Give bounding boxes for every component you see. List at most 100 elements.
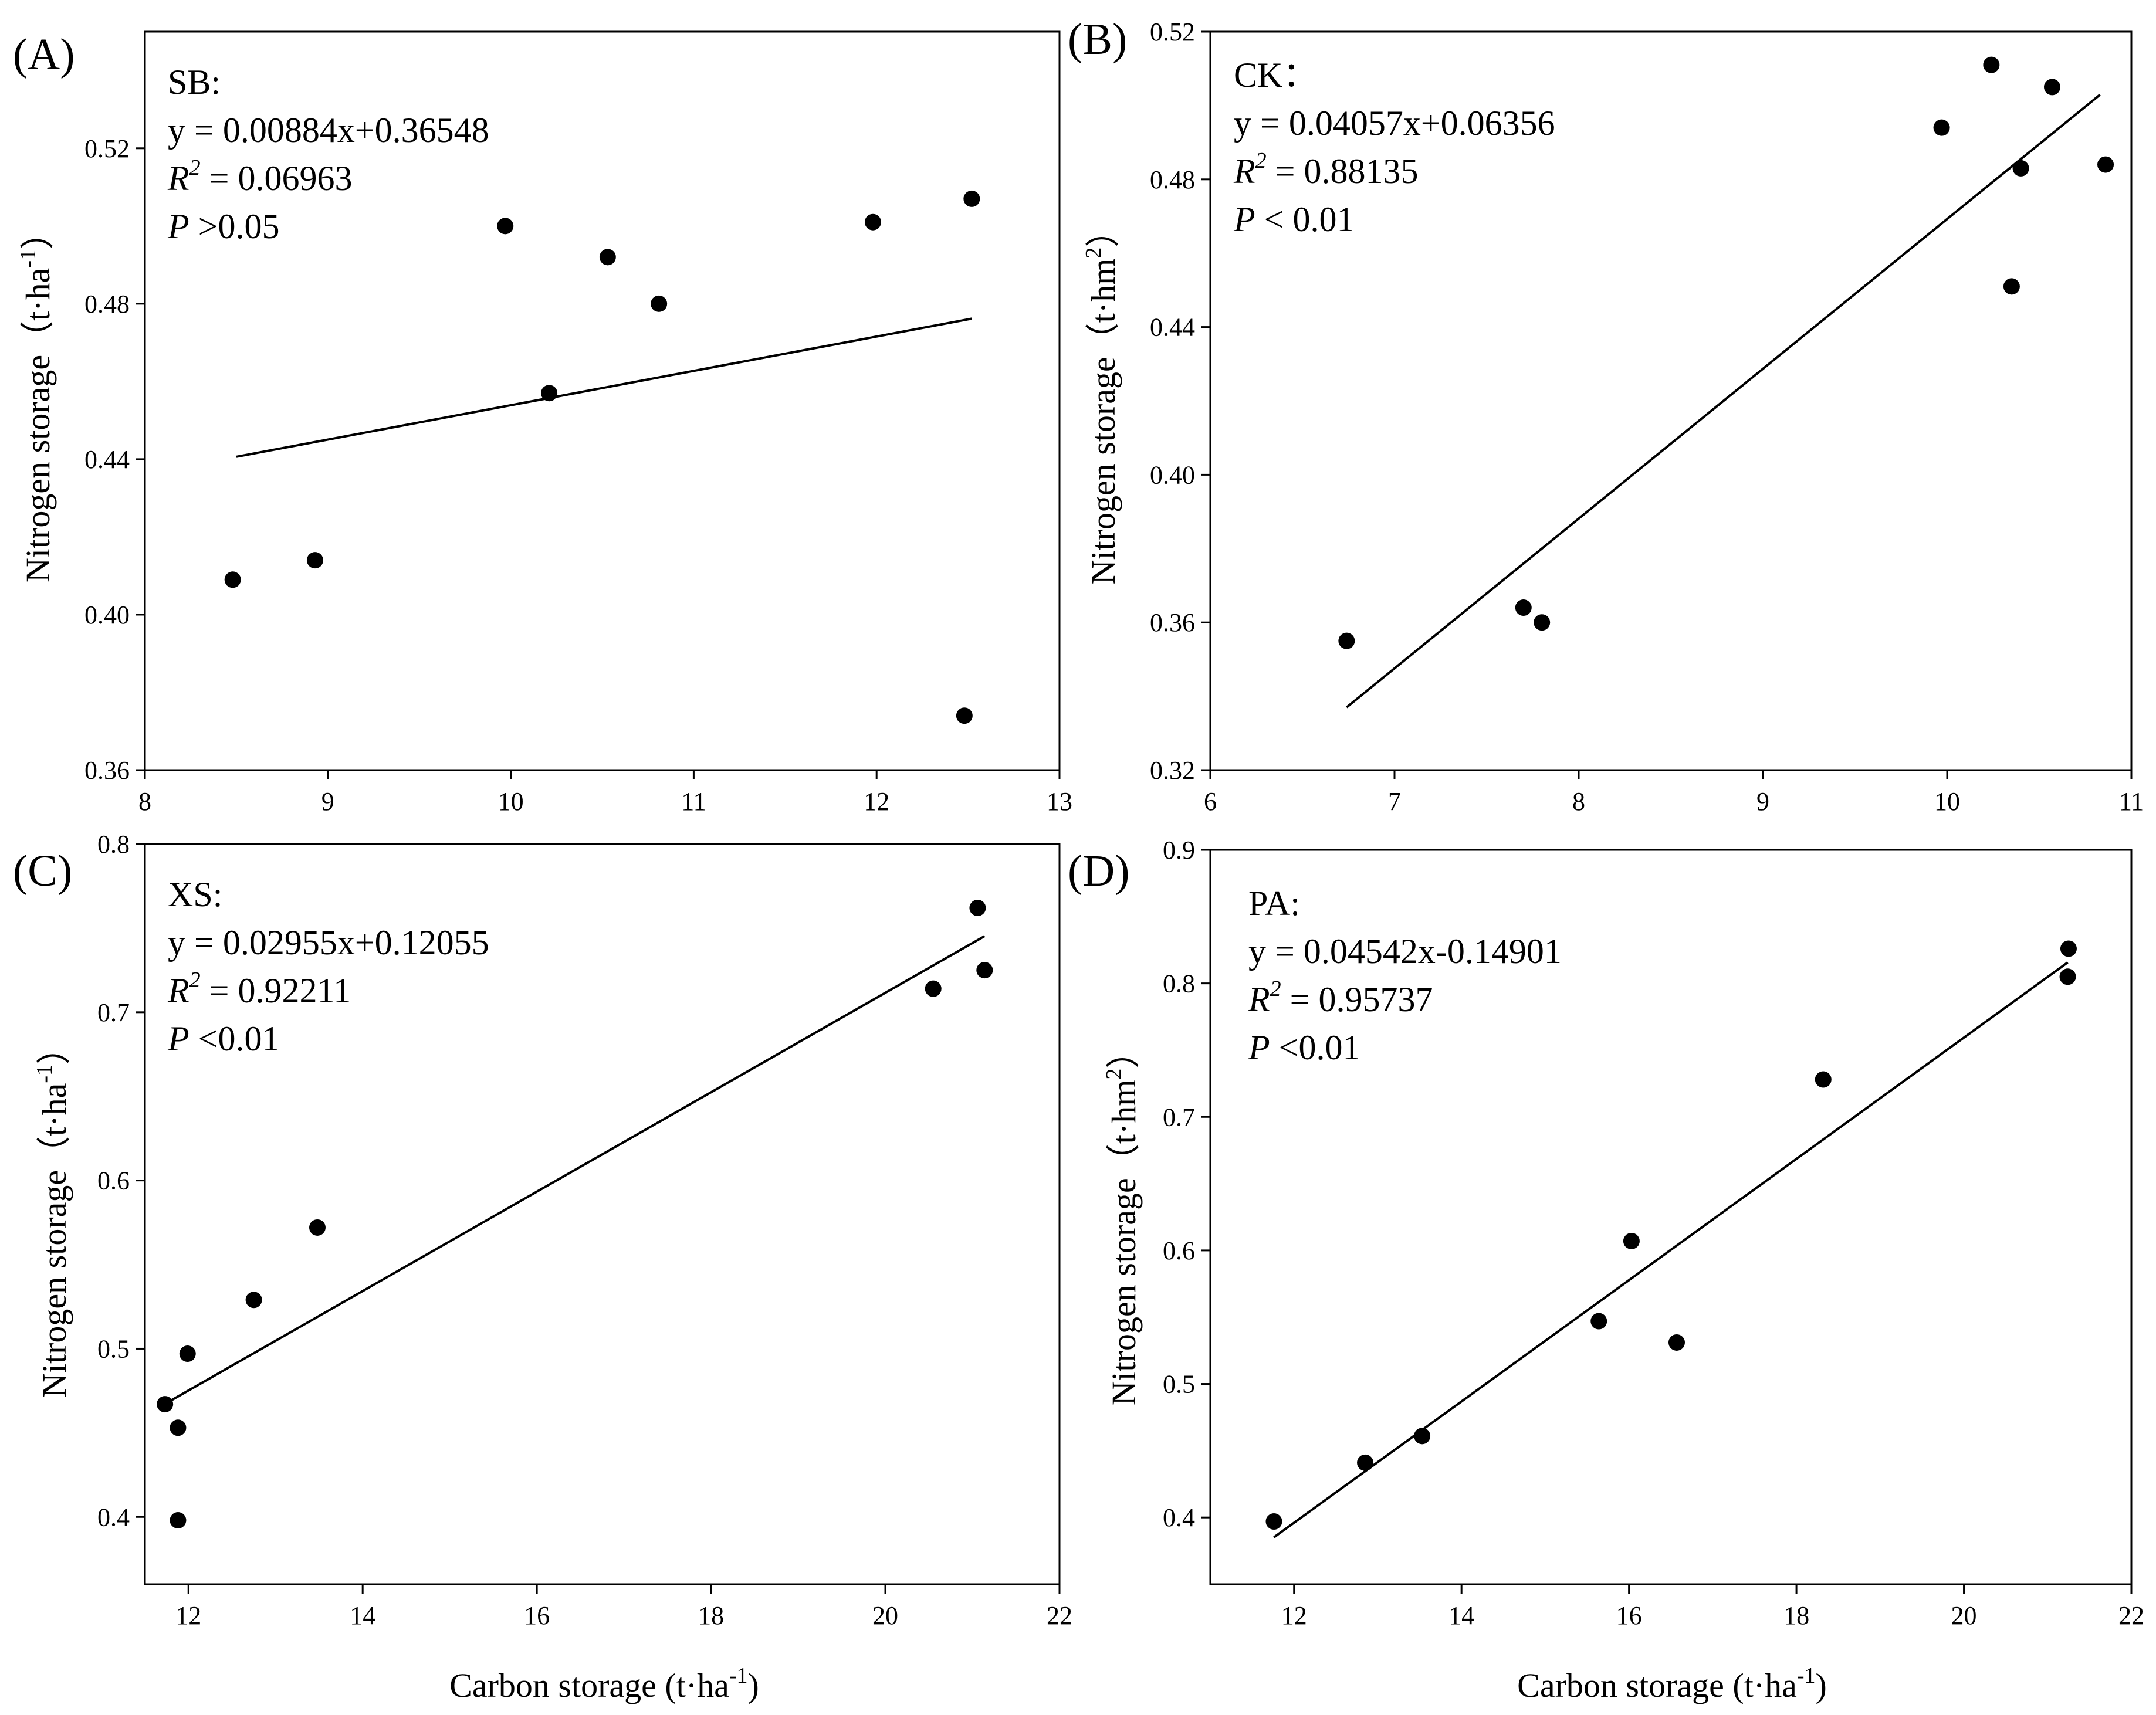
data-point bbox=[306, 552, 323, 569]
panel-c: 12 14 16 18 20 22 0.4 0.5 0.6 0.7 0.8 (C) XS: y = 0.0… bbox=[13, 830, 1072, 1704]
y-axis-unit-open: （t·hm bbox=[1084, 259, 1122, 357]
y-tick-label: 0.36 bbox=[84, 756, 130, 785]
x-tick-label: 22 bbox=[2118, 1601, 2144, 1630]
data-point bbox=[1357, 1454, 1374, 1471]
y-axis-unit-exponent: -1 bbox=[32, 1065, 57, 1083]
y-axis-name: Nitrogen storage bbox=[1084, 357, 1122, 584]
data-point bbox=[976, 962, 993, 979]
x-tick-label: 16 bbox=[524, 1601, 550, 1630]
data-point bbox=[2097, 156, 2114, 173]
x-tick-label: 12 bbox=[175, 1601, 201, 1630]
y-tick-label: 0.4 bbox=[1163, 1503, 1195, 1532]
y-tick-label: 0.40 bbox=[84, 601, 130, 629]
y-tick-label: 0.48 bbox=[84, 290, 130, 318]
data-point bbox=[1668, 1334, 1685, 1351]
plot-frame bbox=[1209, 849, 2133, 1585]
y-axis-unit-exponent: 2 bbox=[1081, 248, 1106, 259]
y-axis-unit-close: ） bbox=[19, 215, 57, 249]
x-tick-label: 14 bbox=[350, 1601, 375, 1630]
series-name: PA: bbox=[1248, 884, 1300, 923]
regression-line bbox=[1273, 961, 2069, 1538]
plot-frame bbox=[144, 843, 1061, 1585]
panel-label: (A) bbox=[13, 30, 75, 79]
data-point bbox=[864, 213, 881, 231]
p-value: P < 0.01 bbox=[1233, 200, 1355, 239]
x-tick-label: 8 bbox=[1572, 787, 1585, 816]
y-tick-label: 0.52 bbox=[1150, 18, 1195, 46]
y-axis-unit-open: （t·hm bbox=[1105, 1080, 1143, 1178]
x-tick-label: 11 bbox=[2119, 787, 2144, 816]
r-squared-exponent: 2 bbox=[1270, 977, 1281, 1001]
y-axis-title: Nitrogen storage（t·hm2） bbox=[1102, 1035, 1143, 1406]
series-name: SB: bbox=[168, 63, 221, 101]
r-squared-exponent: 2 bbox=[189, 968, 201, 992]
x-axis-unit-exponent: -1 bbox=[1797, 1663, 1816, 1688]
y-axis-title: Nitrogen storage（t·hm2） bbox=[1081, 213, 1122, 585]
r-squared-exponent: 2 bbox=[189, 155, 201, 180]
y-tick-label: 0.7 bbox=[97, 998, 130, 1027]
x-tick-label: 9 bbox=[1756, 787, 1769, 816]
x-axis-unit-close: ) bbox=[1816, 1666, 1827, 1704]
x-axis-unit-open: (t·ha bbox=[1732, 1666, 1797, 1704]
data-point bbox=[963, 190, 980, 207]
x-axis-unit-open: (t·ha bbox=[665, 1666, 729, 1704]
data-point bbox=[2003, 278, 2020, 295]
x-tick-label: 20 bbox=[1951, 1601, 1977, 1630]
r-squared-letter: R bbox=[167, 971, 189, 1010]
panel-label: (D) bbox=[1068, 846, 1130, 896]
p-value-letter: P bbox=[1248, 1028, 1270, 1067]
y-tick-label: 0.44 bbox=[84, 445, 130, 474]
x-axis-unit-exponent: -1 bbox=[729, 1663, 748, 1688]
x-axis-space bbox=[656, 1666, 665, 1704]
y-tick-label: 0.44 bbox=[1150, 313, 1195, 342]
data-point bbox=[1815, 1071, 1832, 1088]
data-point bbox=[1265, 1513, 1282, 1530]
r-squared-value: = 0.88135 bbox=[1267, 152, 1419, 191]
r-squared-exponent: 2 bbox=[1255, 148, 1267, 173]
y-axis-name: Nitrogen storage bbox=[35, 1170, 73, 1398]
data-point bbox=[2043, 79, 2060, 96]
x-tick-label: 11 bbox=[681, 787, 706, 816]
data-point bbox=[2059, 968, 2076, 985]
data-point bbox=[956, 707, 973, 724]
data-point bbox=[1534, 614, 1551, 631]
x-axis-space bbox=[1724, 1666, 1733, 1704]
data-point bbox=[1623, 1232, 1640, 1249]
p-value-letter: P bbox=[1233, 200, 1255, 239]
r-squared-letter: R bbox=[1248, 980, 1270, 1019]
r-squared-value: = 0.06963 bbox=[201, 159, 353, 198]
r-squared: R2 = 0.06963 bbox=[167, 155, 353, 198]
r-squared: R2 = 0.92211 bbox=[167, 968, 351, 1010]
y-axis-title: Nitrogen storage（t·ha-1） bbox=[32, 1031, 73, 1398]
p-value-text: <0.01 bbox=[1270, 1028, 1360, 1067]
y-axis-title: Nitrogen storage（t·ha-1） bbox=[16, 215, 57, 582]
regression-equation: y = 0.02955x+0.12055 bbox=[168, 923, 489, 962]
p-value-letter: P bbox=[167, 1019, 189, 1058]
x-tick-label: 12 bbox=[864, 787, 889, 816]
data-point bbox=[1590, 1313, 1607, 1330]
series-name: CK： bbox=[1234, 56, 1318, 94]
x-tick-label: 8 bbox=[138, 787, 151, 816]
panel-label: (B) bbox=[1068, 15, 1127, 64]
data-point bbox=[179, 1345, 196, 1362]
x-tick-label: 20 bbox=[872, 1601, 898, 1630]
x-tick-label: 22 bbox=[1047, 1601, 1072, 1630]
y-axis-unit-open: （t·ha bbox=[35, 1083, 73, 1170]
p-value-text: <0.01 bbox=[189, 1019, 280, 1058]
p-value-text: < 0.01 bbox=[1255, 200, 1355, 239]
data-point bbox=[541, 385, 558, 402]
x-axis-title: Carbon storage (t·ha-1) bbox=[449, 1663, 759, 1704]
y-tick-label: 0.8 bbox=[1163, 970, 1195, 998]
y-axis-name: Nitrogen storage bbox=[1105, 1178, 1143, 1405]
data-point bbox=[157, 1396, 174, 1413]
x-tick-label: 12 bbox=[1281, 1601, 1307, 1630]
y-axis-unit-exponent: 2 bbox=[1102, 1069, 1126, 1080]
p-value-letter: P bbox=[167, 207, 189, 246]
x-axis-name: Carbon storage bbox=[1517, 1666, 1724, 1704]
x-tick-label: 18 bbox=[1783, 1601, 1809, 1630]
x-tick-label: 10 bbox=[498, 787, 524, 816]
r-squared-letter: R bbox=[167, 159, 189, 198]
data-point bbox=[969, 899, 986, 916]
x-tick-label: 13 bbox=[1047, 787, 1072, 816]
